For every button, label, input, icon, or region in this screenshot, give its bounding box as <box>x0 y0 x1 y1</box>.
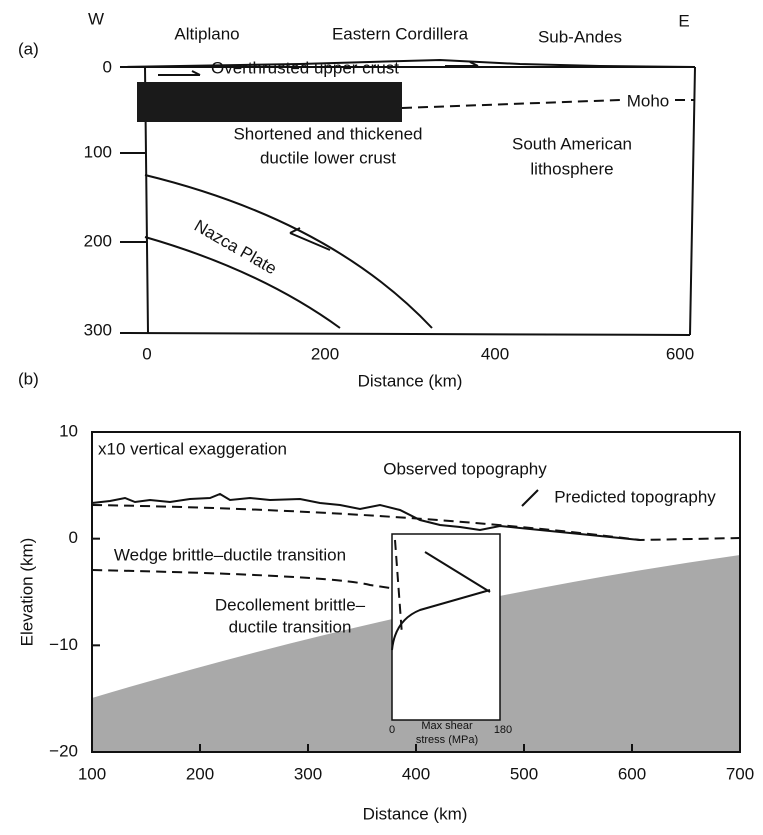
inset-tick-label: 0 <box>389 724 395 736</box>
annotation: Moho <box>627 91 670 110</box>
annotation: x10 vertical exaggeration <box>98 439 287 458</box>
y-tick-label: 0 <box>69 528 78 547</box>
lower-crust-block <box>137 82 402 122</box>
y-tick-label: 300 <box>84 320 112 339</box>
inset-curve <box>391 551 491 651</box>
x-axis-label: Distance (km) <box>363 804 468 823</box>
x-tick-label: 200 <box>186 764 214 783</box>
panel-label: (a) <box>18 39 39 58</box>
annotation: South American <box>512 134 632 153</box>
surface <box>119 58 696 68</box>
tick-marks <box>120 152 146 243</box>
y-tick-label: −10 <box>49 635 78 654</box>
predicted-topography <box>91 504 741 542</box>
x-tick-label: 400 <box>481 344 509 363</box>
inset <box>391 533 501 721</box>
x-tick-label: 0 <box>142 344 151 363</box>
annotation: Predicted topography <box>554 487 716 506</box>
x-tick-label: 300 <box>294 764 322 783</box>
west-label: W <box>88 9 104 28</box>
region-label: Eastern Cordillera <box>332 24 469 43</box>
panel-a: (a) W E Altiplano Eastern Cordillera Sub… <box>18 9 696 390</box>
moho-line <box>401 99 695 109</box>
inset-tick-label: 180 <box>494 724 512 736</box>
arrows <box>158 61 479 76</box>
x-tick-label: 600 <box>618 764 646 783</box>
inset-label: Max shear <box>421 720 473 732</box>
y-tick-label: 0 <box>103 57 112 76</box>
leader <box>521 489 539 507</box>
panel-b: (b) x10 vertical exaggeration Observed t… <box>17 369 741 823</box>
slab-bottom <box>144 236 341 329</box>
east-label: E <box>678 11 689 30</box>
annotation: Shortened and thickened <box>233 124 422 143</box>
x-axis-label: Distance (km) <box>358 371 463 390</box>
annotation: Decollement brittle– <box>215 595 366 614</box>
y-tick-label: 200 <box>84 231 112 250</box>
wedge-transition <box>91 569 471 601</box>
x-tick-label: 600 <box>666 344 694 363</box>
inset-label: stress (MPa) <box>416 734 478 746</box>
annotation: Overthrusted upper crust <box>211 58 399 77</box>
y-axis-label: Elevation (km) <box>17 538 36 647</box>
slab-arrow <box>289 227 331 251</box>
y-tick-label: 10 <box>59 421 78 440</box>
annotation: lithosphere <box>530 159 613 178</box>
x-tick-label: 400 <box>402 764 430 783</box>
slab-top <box>144 174 433 329</box>
y-tick-label: −20 <box>49 741 78 760</box>
x-tick-label: 500 <box>510 764 538 783</box>
x-tick-label: 100 <box>78 764 106 783</box>
annotation: ductile lower crust <box>260 148 396 167</box>
region-label: Altiplano <box>174 24 239 43</box>
annotation: Wedge brittle–ductile transition <box>114 545 346 564</box>
panel-label: (b) <box>18 369 39 388</box>
annotation: ductile transition <box>229 617 352 636</box>
annotation: Observed topography <box>383 459 547 478</box>
y-tick-label: 100 <box>84 142 112 161</box>
region-label: Sub-Andes <box>538 27 622 46</box>
x-tick-label: 700 <box>726 764 754 783</box>
x-tick-label: 200 <box>311 344 339 363</box>
